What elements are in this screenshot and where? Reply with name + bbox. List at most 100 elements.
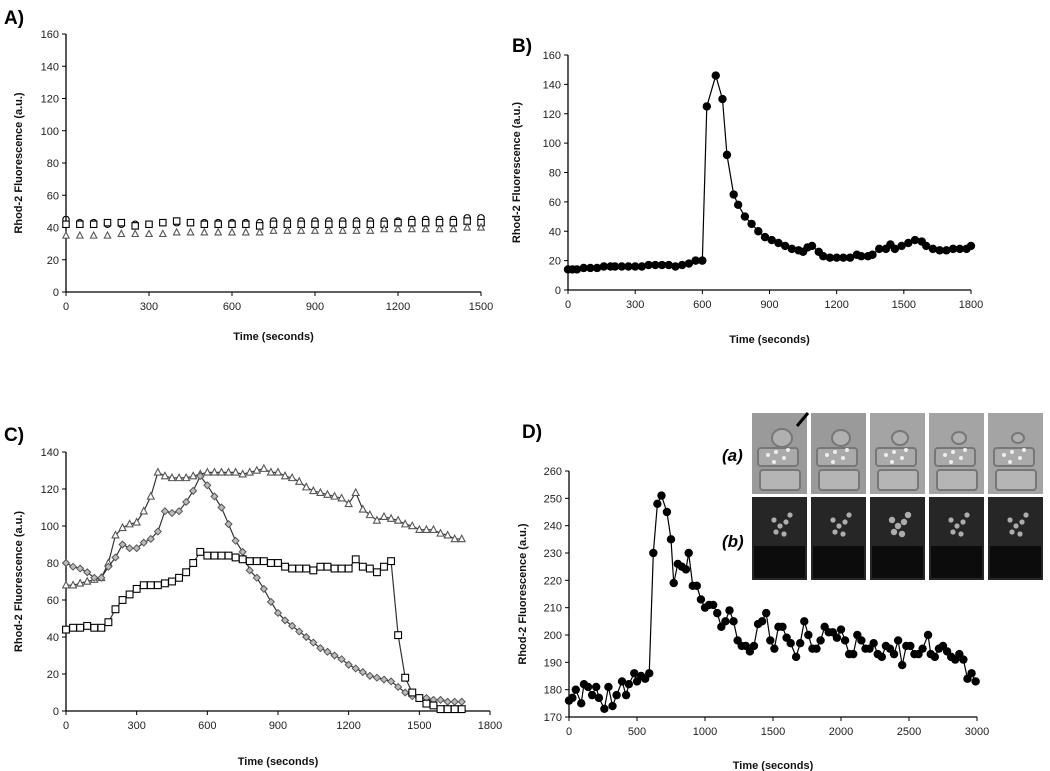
bead-image — [1008, 460, 1012, 464]
x-tick-label: 0 — [565, 299, 571, 311]
x-tick-label: 900 — [306, 301, 324, 313]
y-tick-label: 220 — [544, 575, 562, 587]
y-tick-label: 20 — [47, 669, 59, 681]
data-point — [295, 627, 304, 636]
bead-image — [845, 448, 849, 452]
data-point — [401, 688, 410, 697]
data-point — [592, 682, 601, 692]
x-axis-label: Time (seconds) — [238, 756, 319, 768]
data-point — [104, 618, 113, 627]
data-point — [181, 472, 191, 482]
data-point — [259, 463, 269, 472]
x-axis-label: Time (seconds) — [729, 334, 810, 346]
y-tick-label: 120 — [543, 109, 561, 121]
data-point — [791, 652, 801, 662]
data-point — [76, 564, 85, 573]
data-point — [90, 573, 99, 582]
cell-image — [891, 430, 909, 446]
data-point — [210, 551, 219, 560]
data-point — [309, 638, 318, 647]
bead-image — [1018, 456, 1022, 460]
x-tick-label: 300 — [127, 720, 145, 732]
series-cell — [564, 491, 980, 713]
data-point — [168, 577, 176, 586]
data-point — [153, 527, 162, 536]
y-tick-label: 40 — [549, 226, 561, 238]
bead-image — [900, 456, 904, 460]
data-point — [358, 504, 368, 513]
data-point — [600, 704, 609, 713]
data-point — [586, 263, 595, 273]
data-point — [630, 262, 640, 271]
data-point — [365, 564, 374, 573]
fluorescent-spot — [948, 517, 954, 523]
data-point — [344, 498, 353, 508]
data-point — [762, 608, 771, 618]
y-tick-label: 180 — [544, 685, 562, 697]
data-point — [352, 226, 361, 234]
data-point — [572, 265, 582, 274]
data-point — [836, 625, 846, 634]
data-point — [323, 489, 332, 498]
chamber-image — [995, 469, 1037, 491]
data-point — [577, 699, 586, 708]
data-point — [68, 562, 78, 571]
data-point — [796, 639, 805, 648]
data-point — [228, 220, 236, 229]
x-tick-label: 1200 — [824, 299, 848, 311]
data-point — [337, 493, 346, 502]
fluorescent-spot — [958, 531, 964, 537]
y-tick-label: 160 — [41, 29, 59, 41]
data-point — [61, 558, 71, 568]
data-point — [407, 224, 416, 233]
cell-image — [771, 428, 793, 448]
data-point — [358, 562, 367, 571]
y-tick-label: 100 — [543, 138, 561, 150]
fluorescent-spot — [842, 519, 848, 525]
chart-panel-a: A) 0 20 40 60 80 100 120 140 160 0 300 600 900 1200 150… — [4, 8, 493, 343]
data-point — [309, 485, 318, 495]
data-point — [754, 227, 763, 236]
data-point — [869, 639, 878, 648]
data-point — [330, 651, 339, 660]
data-point — [111, 553, 120, 562]
panel-label: B) — [512, 36, 532, 57]
data-point — [186, 218, 195, 227]
data-point — [380, 562, 388, 571]
data-point — [401, 673, 410, 682]
data-point — [351, 487, 361, 496]
fluorescent-spot — [771, 517, 777, 523]
data-point — [721, 617, 730, 626]
chart-panel-d: D) 170 180 190 200 210 220 230 240 250 260 0 500 1000… — [517, 412, 1043, 771]
data-point — [217, 503, 226, 512]
data-point — [75, 230, 84, 239]
data-point — [351, 555, 360, 564]
data-point — [214, 220, 222, 229]
data-point — [568, 693, 577, 703]
y-tick-label: 40 — [47, 632, 59, 644]
data-point — [729, 190, 738, 199]
data-point — [365, 671, 374, 680]
data-point — [897, 241, 906, 251]
series-square — [62, 547, 466, 714]
x-tick-label: 2000 — [829, 726, 853, 738]
cell-image — [951, 431, 967, 445]
x-tick-label: 0 — [63, 720, 69, 732]
data-point — [330, 491, 339, 500]
data-point — [217, 467, 226, 476]
fluorescent-spot — [832, 529, 838, 535]
data-point — [283, 226, 292, 234]
bead-image — [904, 448, 908, 452]
data-point — [301, 482, 311, 491]
bead-image — [831, 460, 835, 464]
data-point — [372, 673, 382, 682]
y-tick-label: 160 — [543, 50, 561, 62]
data-point — [839, 253, 848, 262]
x-tick-label: 600 — [223, 301, 241, 313]
data-point — [959, 655, 968, 664]
fluorescent-spot — [1013, 523, 1019, 529]
data-point — [146, 534, 155, 544]
data-point — [224, 520, 233, 529]
data-point — [238, 547, 247, 557]
data-point — [139, 538, 148, 547]
